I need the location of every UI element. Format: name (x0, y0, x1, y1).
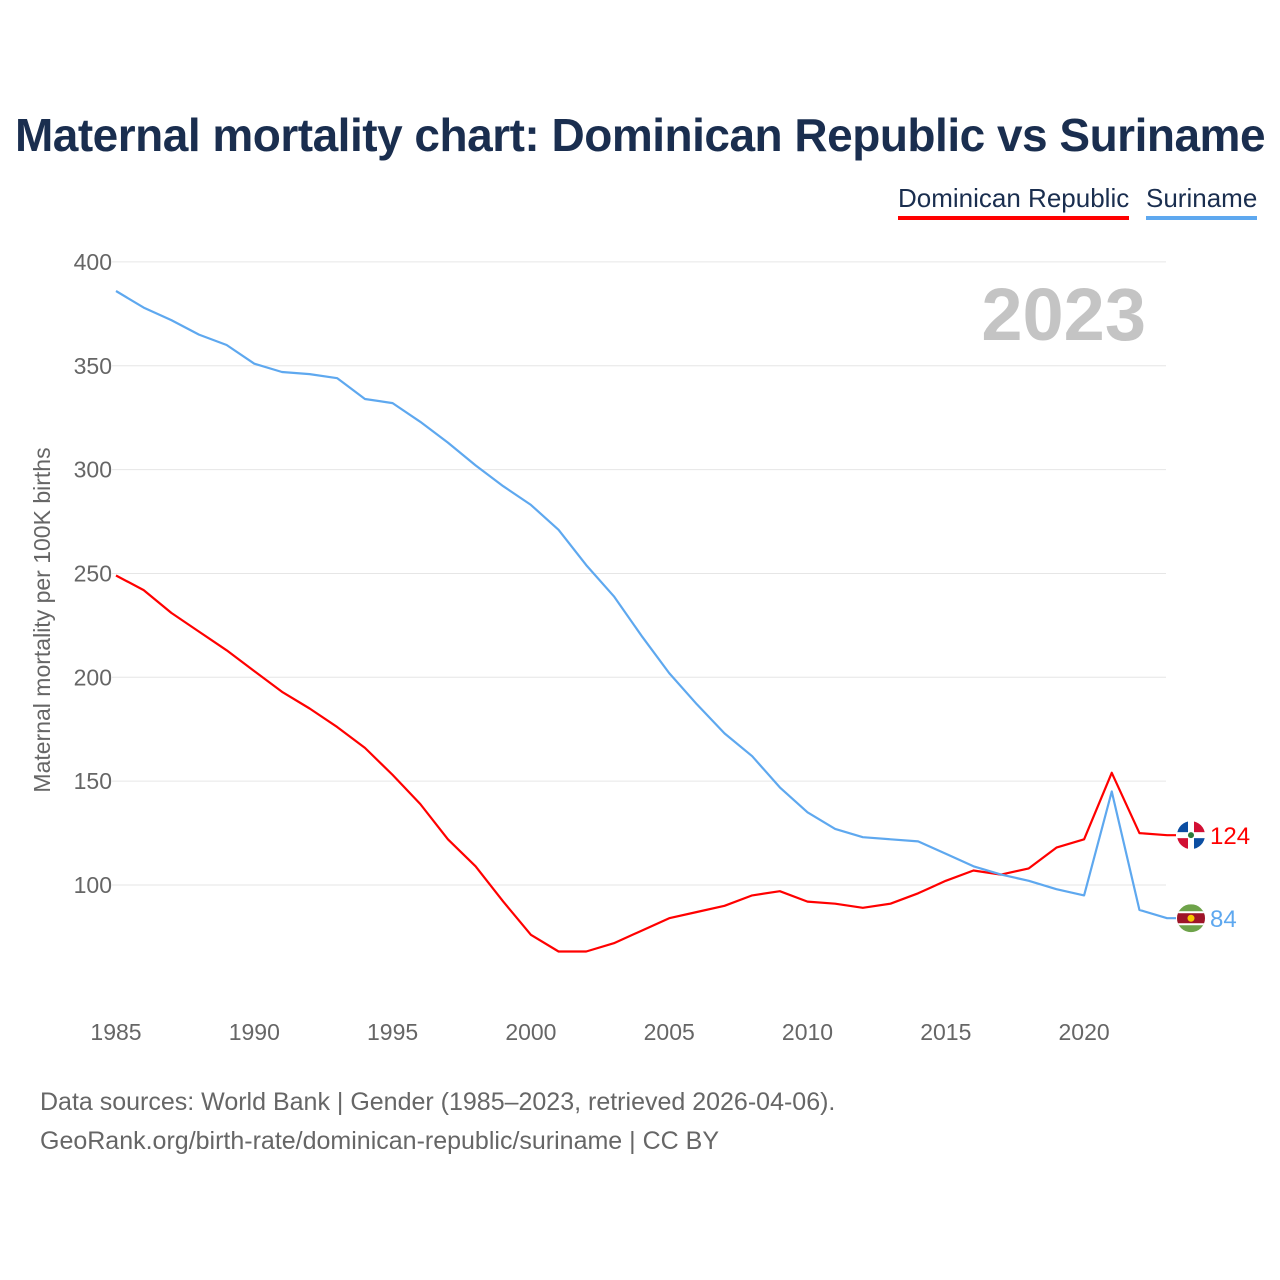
gridlines (112, 261, 1166, 886)
y-tick-label: 250 (74, 560, 112, 586)
footer-source: Data sources: World Bank | Gender (1985–… (40, 1088, 836, 1116)
flag-body (1177, 904, 1205, 933)
y-axis-label: Maternal mortality per 100K births (29, 447, 55, 792)
flag-red-bl (1177, 838, 1188, 850)
legend-dominican-republic[interactable]: Dominican Republic (898, 183, 1130, 220)
legend-suriname[interactable]: Suriname (1146, 183, 1258, 220)
x-tick-label: 1990 (229, 1019, 280, 1045)
x-tick-label: 1995 (367, 1019, 418, 1045)
x-tick-label: 2015 (920, 1019, 971, 1045)
x-tick-label: 2010 (782, 1019, 833, 1045)
x-axis-ticks: 1985 1990 1995 2000 2005 2010 2015 2020 (90, 1019, 1109, 1045)
flag-emblem (1188, 832, 1194, 839)
y-tick-label: 350 (74, 353, 112, 379)
flag-blue-tl (1177, 821, 1188, 833)
flag-blue-br (1194, 838, 1205, 850)
y-tick-label: 300 (74, 457, 112, 483)
dominican-republic-flag-icon (1177, 821, 1205, 850)
end-value-label: 84 (1210, 906, 1237, 933)
suriname-flag-icon (1177, 904, 1205, 933)
x-tick-label: 2000 (505, 1019, 556, 1045)
x-tick-label: 2005 (644, 1019, 695, 1045)
year-watermark: 2023 (981, 273, 1146, 356)
y-tick-label: 400 (74, 249, 112, 275)
series-line-dominican-republic (115, 574, 1176, 953)
flag-red-tr (1194, 821, 1205, 833)
end-labels: 124 84 (1177, 821, 1250, 933)
series-lines (115, 290, 1176, 953)
footer-url[interactable]: GeoRank.org/birth-rate/dominican-republi… (40, 1127, 720, 1155)
y-tick-label: 200 (74, 664, 112, 690)
x-tick-label: 2020 (1059, 1019, 1110, 1045)
y-tick-label: 150 (74, 768, 112, 794)
y-tick-label: 100 (74, 872, 112, 898)
x-tick-label: 1985 (90, 1019, 141, 1045)
end-value-label: 124 (1210, 823, 1250, 850)
y-axis-ticks: 100 150 200 250 300 350 400 (74, 249, 112, 898)
flag-star (1187, 914, 1195, 922)
series-line-suriname (115, 290, 1176, 920)
chart-title: Maternal mortality chart: Dominican Repu… (14, 109, 1266, 161)
flag-body (1177, 821, 1205, 850)
